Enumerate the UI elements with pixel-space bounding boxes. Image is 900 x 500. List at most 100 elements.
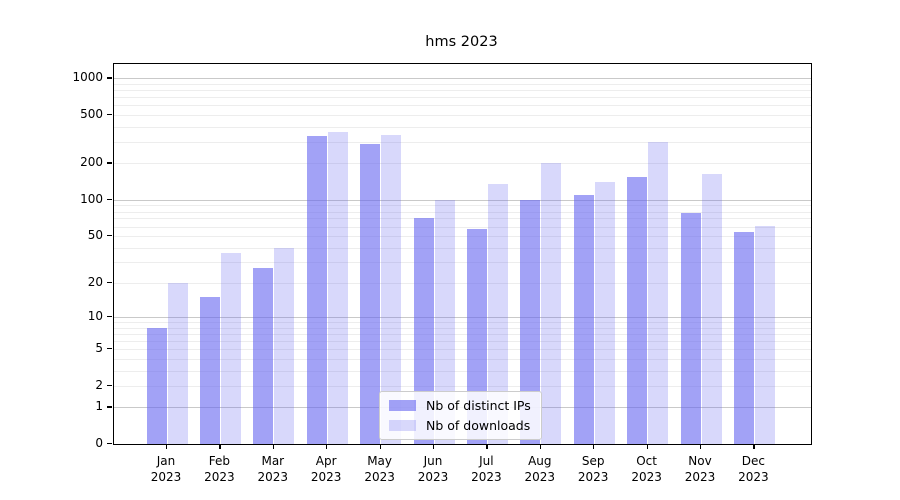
- y-tick-mark: [107, 406, 112, 408]
- x-tick-mark: [646, 444, 648, 449]
- x-tick-label: May 2023: [364, 454, 395, 484]
- x-tick-label: Jan 2023: [150, 454, 182, 484]
- x-tick-label: Apr 2023: [310, 454, 342, 484]
- x-tick-label: Feb 2023: [204, 454, 235, 484]
- legend: Nb of distinct IPs Nb of downloads: [379, 391, 542, 440]
- x-tick-mark: [379, 444, 381, 449]
- gridline-minor: [114, 142, 811, 144]
- y-tick-label: 2: [95, 377, 103, 392]
- x-tick-label: Oct 2023: [631, 454, 662, 484]
- legend-label-downloads: Nb of downloads: [426, 418, 531, 433]
- y-tick-mark: [107, 348, 112, 350]
- bar-downloads-feb: [220, 252, 241, 444]
- y-tick-mark: [107, 162, 112, 164]
- bar-ips-apr: [306, 135, 327, 444]
- gridline-minor: [114, 163, 811, 165]
- x-tick-mark: [166, 444, 168, 449]
- gridline-minor: [114, 370, 811, 372]
- bar-downloads-jul: [487, 184, 508, 444]
- gridline-minor: [114, 90, 811, 92]
- gridline-minor: [114, 218, 811, 220]
- bar-downloads-jan: [167, 282, 188, 444]
- x-tick-mark: [486, 444, 488, 449]
- gridline-minor: [114, 211, 811, 213]
- gridline-minor: [114, 205, 811, 207]
- bar-ips-jul: [466, 229, 487, 444]
- x-tick-label: Jul 2023: [471, 454, 502, 484]
- legend-swatch-downloads: [389, 420, 416, 431]
- y-tick-label: 1000: [72, 70, 103, 85]
- bar-ips-oct: [627, 176, 648, 444]
- bar-downloads-sep: [594, 182, 615, 444]
- y-tick-label: 0: [95, 436, 103, 450]
- bar-ips-mar: [253, 267, 274, 444]
- bar-ips-dec: [733, 231, 754, 444]
- bar-downloads-may: [381, 135, 402, 444]
- gridline-minor: [114, 115, 811, 117]
- gridline-minor: [114, 341, 811, 343]
- x-tick-mark: [539, 444, 542, 449]
- y-tick-label: 5: [95, 341, 103, 356]
- gridline-minor: [114, 105, 811, 107]
- plot-area: [113, 63, 812, 445]
- legend-row-downloads: Nb of downloads: [389, 418, 531, 433]
- gridline-minor: [114, 327, 811, 329]
- legend-row-ips: Nb of distinct IPs: [389, 398, 531, 413]
- bar-downloads-apr: [327, 132, 348, 444]
- y-tick-mark: [107, 234, 112, 237]
- y-tick-mark: [107, 114, 112, 116]
- gridline-minor: [114, 247, 811, 249]
- gridline-minor: [114, 385, 811, 387]
- bar-downloads-mar: [274, 247, 295, 444]
- gridline-minor: [114, 84, 811, 86]
- bar-downloads-aug: [541, 163, 562, 444]
- bar-ips-aug: [520, 199, 541, 444]
- y-tick-label: 50: [87, 227, 103, 242]
- bar-ips-jun: [413, 217, 434, 444]
- bar-downloads-jun: [434, 199, 455, 444]
- y-tick-mark: [107, 77, 112, 79]
- y-tick-label: 1: [95, 399, 103, 414]
- bar-downloads-oct: [648, 142, 669, 444]
- gridline-major: [114, 317, 811, 319]
- x-tick-mark: [272, 444, 275, 449]
- y-tick-label: 10: [87, 309, 103, 324]
- chart-title: hms 2023: [425, 34, 498, 50]
- y-tick-label: 100: [80, 191, 103, 206]
- x-tick-mark: [326, 444, 328, 449]
- gridline-major: [114, 199, 811, 201]
- x-tick-label: Jun 2023: [417, 454, 449, 484]
- legend-swatch-ips: [389, 400, 416, 411]
- x-tick-mark: [700, 444, 702, 449]
- y-tick-mark: [107, 281, 112, 284]
- bar-downloads-dec: [754, 225, 775, 444]
- y-tick-label: 20: [87, 274, 103, 289]
- gridline-minor: [114, 333, 811, 335]
- x-tick-label: Nov 2023: [684, 454, 716, 484]
- y-tick-mark: [107, 316, 112, 318]
- x-tick-mark: [753, 444, 755, 449]
- gridline-minor: [114, 97, 811, 99]
- x-tick-label: Aug 2023: [524, 454, 556, 484]
- gridline-minor: [114, 235, 811, 237]
- x-tick-label: Dec 2023: [738, 454, 769, 484]
- bar-ips-nov: [680, 212, 701, 444]
- x-tick-label: Sep 2023: [577, 454, 609, 484]
- y-tick-label: 500: [80, 107, 103, 122]
- x-tick-mark: [433, 444, 435, 449]
- gridline-minor: [114, 358, 811, 360]
- x-tick-mark: [219, 444, 221, 449]
- gridline-minor: [114, 322, 811, 324]
- bar-ips-sep: [573, 194, 594, 444]
- bar-ips-may: [360, 143, 381, 444]
- gridline-minor: [114, 126, 811, 128]
- legend-label-ips: Nb of distinct IPs: [426, 398, 531, 413]
- gridline-minor: [114, 226, 811, 228]
- y-tick-label: 200: [80, 155, 103, 170]
- gridline-minor: [114, 262, 811, 264]
- bar-downloads-nov: [701, 173, 722, 444]
- gridline-major: [114, 78, 811, 80]
- y-tick-mark: [107, 198, 112, 201]
- x-tick-label: Mar 2023: [257, 454, 289, 484]
